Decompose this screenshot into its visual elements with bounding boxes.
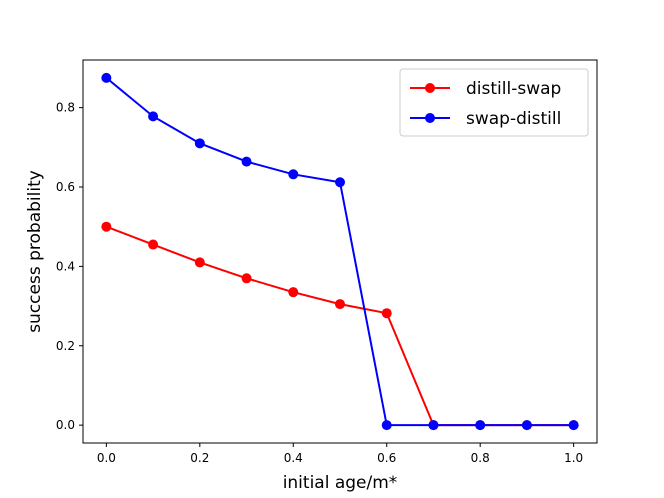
plot-area: 0.0 0.2 0.4 0.6 0.8 1.0 0.0 0.2 0.4 0.6 0.8 (56, 59, 598, 465)
y-axis: 0.0 0.2 0.4 0.6 0.8 (56, 101, 83, 432)
series-layer (101, 72, 579, 431)
y-tick-label: 0.4 (56, 259, 75, 273)
data-point-swap-distill (521, 420, 532, 431)
legend-label: distill-swap (466, 79, 561, 99)
data-point-distill-swap (241, 273, 252, 284)
data-point-distill-swap (148, 239, 159, 250)
data-point-swap-distill (475, 420, 486, 431)
legend-label: swap-distill (466, 109, 561, 129)
legend: distill-swap swap-distill (399, 68, 589, 137)
x-tick-label: 0.4 (284, 451, 303, 465)
legend-box (399, 68, 589, 137)
data-point-distill-swap (288, 287, 299, 298)
x-axis-label: initial age/m* (283, 473, 398, 493)
y-tick-label: 0.8 (56, 101, 75, 115)
data-point-distill-swap (194, 257, 205, 268)
data-point-swap-distill (194, 138, 205, 149)
data-point-swap-distill (381, 420, 392, 431)
x-tick-label: 0.0 (97, 451, 116, 465)
y-tick-label: 0.2 (56, 339, 75, 353)
data-point-swap-distill (101, 72, 112, 83)
y-axis-label: success probability (25, 170, 45, 333)
series-swap-distill (101, 72, 579, 431)
y-tick-label: 0.6 (56, 180, 75, 194)
data-point-swap-distill (148, 111, 159, 122)
legend-item-swap-distill: swap-distill (410, 109, 561, 129)
data-point-distill-swap (381, 308, 392, 319)
x-tick-label: 0.6 (377, 451, 396, 465)
data-point-distill-swap (335, 299, 345, 310)
x-tick-label: 0.2 (190, 451, 209, 465)
data-point-swap-distill (241, 156, 252, 167)
x-tick-label: 1.0 (564, 451, 583, 465)
x-axis: 0.0 0.2 0.4 0.6 0.8 1.0 (97, 443, 583, 465)
x-tick-label: 0.8 (471, 451, 490, 465)
data-point-swap-distill (428, 420, 439, 431)
data-point-swap-distill (288, 169, 299, 180)
data-point-swap-distill (568, 420, 579, 431)
y-tick-label: 0.0 (56, 418, 75, 432)
legend-item-distill-swap: distill-swap (410, 79, 561, 99)
data-point-swap-distill (335, 177, 345, 188)
legend-marker (425, 83, 435, 93)
axes-frame (82, 59, 598, 444)
data-point-distill-swap (101, 221, 112, 232)
legend-marker (425, 113, 435, 123)
